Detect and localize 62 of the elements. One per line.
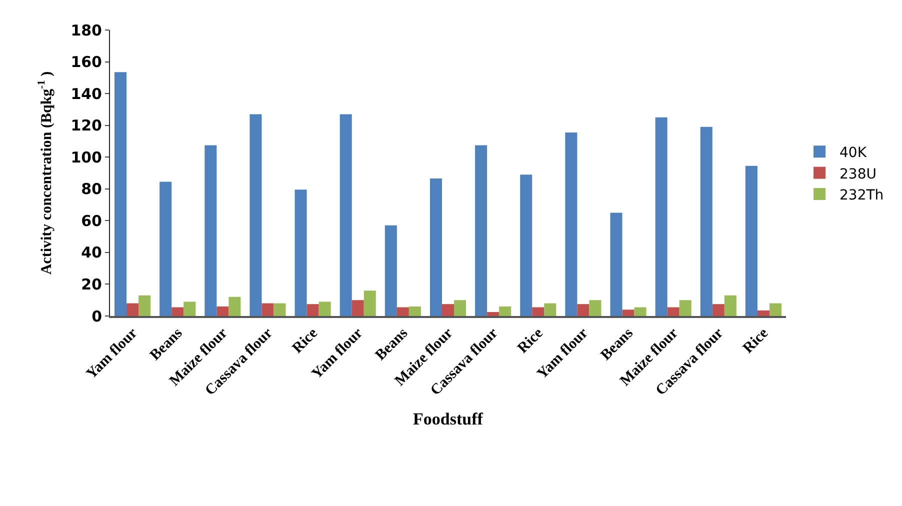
bar — [454, 300, 466, 316]
bar — [724, 295, 736, 316]
bar — [274, 303, 286, 316]
bar — [228, 296, 241, 316]
bar — [318, 302, 331, 316]
x-tick-label: Rice — [740, 325, 772, 357]
bar — [340, 114, 352, 316]
bar — [114, 72, 127, 316]
bar — [384, 225, 397, 316]
bar — [306, 304, 319, 316]
x-axis-title: Foodstuff — [413, 410, 484, 429]
y-tick-label: 160 — [70, 53, 102, 72]
bar — [442, 304, 454, 316]
legend-label: 40K — [840, 145, 868, 162]
y-tick-label: 20 — [81, 275, 102, 294]
x-tick-label: Rice — [290, 325, 322, 357]
bar — [262, 303, 274, 316]
bar — [352, 300, 364, 316]
bar — [487, 312, 500, 316]
bar — [160, 182, 172, 316]
bar — [430, 178, 442, 316]
bar — [634, 307, 646, 316]
bar — [655, 117, 668, 316]
bar — [250, 114, 262, 316]
bar — [532, 307, 544, 316]
bar — [475, 145, 488, 316]
bar — [610, 212, 622, 316]
bar — [294, 190, 307, 316]
bar — [216, 306, 229, 316]
bar — [364, 290, 376, 316]
x-tick-label: Rice — [514, 325, 546, 357]
y-tick-label: 0 — [92, 307, 102, 326]
bar — [757, 310, 770, 316]
bar — [745, 166, 758, 316]
y-tick-label: 60 — [81, 212, 102, 230]
bar — [184, 302, 196, 316]
legend-label: 232Th — [840, 187, 884, 204]
y-tick-label: 40 — [81, 244, 102, 262]
bar — [565, 132, 578, 316]
bar — [138, 295, 151, 316]
bar — [589, 300, 602, 316]
bar — [769, 303, 782, 316]
bar — [172, 307, 184, 316]
bar — [577, 304, 590, 316]
bar — [667, 307, 680, 316]
bar — [126, 303, 139, 316]
y-tick-label: 140 — [70, 84, 102, 103]
y-tick-label: 100 — [70, 148, 102, 166]
bar — [679, 300, 692, 316]
bar — [712, 304, 724, 316]
bar — [544, 303, 556, 316]
y-tick-label: 180 — [70, 21, 102, 40]
y-tick-label: 80 — [81, 180, 102, 198]
bar — [622, 310, 634, 316]
bar — [204, 145, 217, 316]
legend-label: 238U — [840, 166, 876, 182]
bar — [499, 306, 512, 316]
bar — [408, 306, 421, 316]
y-tick-label: 120 — [70, 116, 102, 135]
bar — [700, 126, 712, 316]
bar — [520, 174, 532, 316]
bar — [396, 307, 409, 316]
